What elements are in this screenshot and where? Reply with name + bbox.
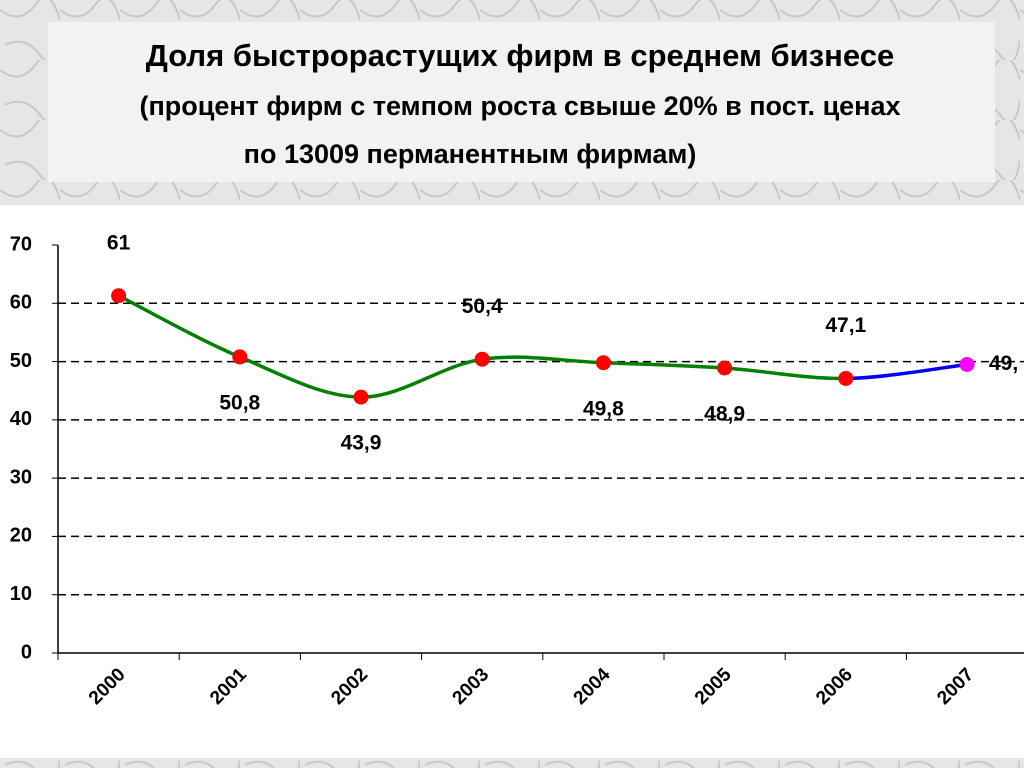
y-tick-label: 0	[21, 641, 32, 663]
y-tick-label: 40	[10, 408, 32, 430]
marker	[232, 349, 248, 365]
chart-subtitle: по 13009 перманентным фирмам)	[244, 139, 697, 169]
value-label: 49,	[989, 352, 1018, 375]
marker	[717, 360, 733, 376]
x-tick-label: 2006	[812, 664, 857, 709]
x-tick-label: 2002	[327, 664, 372, 709]
footer-background	[0, 758, 1024, 768]
value-label: 48,9	[704, 403, 745, 426]
y-tick-label: 50	[10, 350, 32, 372]
value-label: 43,9	[341, 432, 382, 455]
y-tick-label: 20	[10, 525, 32, 547]
chart-title: Доля быстрорастущих фирм в среднем бизне…	[146, 38, 894, 73]
x-tick-label: 2007	[933, 664, 978, 709]
y-tick-label: 60	[10, 292, 32, 314]
marker	[111, 288, 127, 304]
chart-subtitle: (процент фирм с темпом роста свыше 20% в…	[139, 91, 900, 121]
y-tick-label: 70	[10, 233, 32, 255]
marker	[474, 351, 490, 367]
marker	[838, 370, 854, 386]
x-tick-label: 2001	[206, 664, 251, 709]
y-tick-label: 30	[10, 466, 32, 488]
x-tick-label: 2004	[570, 664, 615, 709]
value-label: 49,8	[583, 397, 624, 420]
x-tick-label: 2003	[449, 664, 494, 709]
value-label: 50,4	[462, 295, 503, 318]
value-label: 61	[107, 231, 131, 254]
y-tick-label: 10	[10, 583, 32, 605]
marker	[353, 389, 369, 405]
marker	[595, 355, 611, 371]
x-tick-label: 2000	[85, 664, 130, 709]
value-label: 50,8	[219, 391, 260, 414]
title-box	[48, 22, 995, 182]
marker	[959, 356, 975, 372]
line-segment	[845, 362, 968, 381]
x-tick-label: 2005	[691, 664, 736, 709]
value-label: 47,1	[825, 314, 866, 337]
